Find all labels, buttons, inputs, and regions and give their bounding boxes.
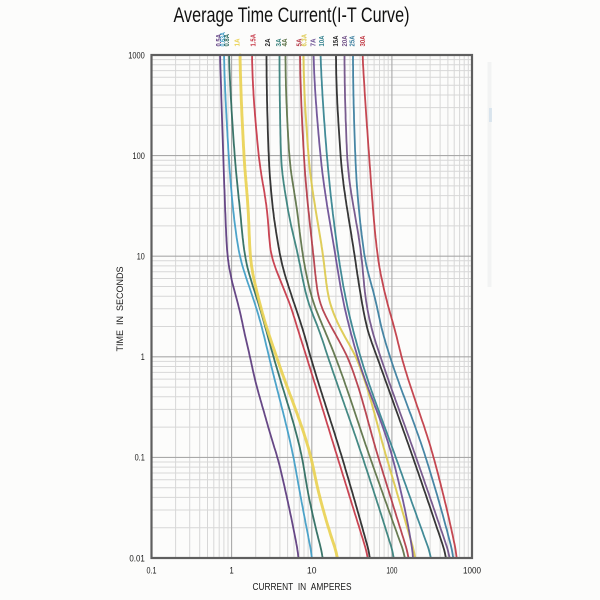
svg-text:1: 1: [141, 352, 145, 362]
svg-text:15A: 15A: [333, 36, 340, 47]
svg-text:1: 1: [230, 566, 234, 577]
svg-text:TIME IN SECONDS: TIME IN SECONDS: [115, 267, 126, 352]
svg-text:1000: 1000: [463, 566, 481, 577]
svg-text:0.8A: 0.8A: [224, 34, 231, 47]
svg-text:3A: 3A: [276, 39, 283, 47]
svg-text:100: 100: [133, 151, 145, 161]
svg-text:Average Time Current(I-T Curve: Average Time Current(I-T Curve): [174, 4, 410, 27]
svg-text:0.1: 0.1: [135, 453, 145, 463]
svg-text:0.1: 0.1: [147, 566, 157, 577]
svg-text:7A: 7A: [310, 39, 317, 47]
svg-text:20A: 20A: [342, 36, 349, 47]
svg-text:6.3A: 6.3A: [302, 34, 309, 47]
svg-text:1A: 1A: [235, 39, 242, 47]
svg-text:CURRENT IN AMPERES: CURRENT IN AMPERES: [253, 582, 352, 593]
svg-text:10: 10: [307, 566, 317, 577]
svg-text:0.63A: 0.63A: [220, 32, 227, 47]
svg-text:4A: 4A: [282, 39, 289, 47]
svg-text:25A: 25A: [350, 36, 357, 47]
svg-text:1.5A: 1.5A: [250, 34, 257, 46]
svg-text:100: 100: [386, 566, 397, 577]
svg-text:30A: 30A: [360, 36, 367, 47]
svg-text:5A: 5A: [297, 39, 304, 47]
svg-text:1000: 1000: [128, 50, 145, 60]
svg-text:2A: 2A: [265, 39, 272, 47]
svg-text:10: 10: [137, 252, 145, 262]
svg-text:0.01: 0.01: [129, 553, 144, 563]
svg-text:0.5A: 0.5A: [216, 34, 223, 47]
svg-text:10A: 10A: [319, 36, 326, 47]
